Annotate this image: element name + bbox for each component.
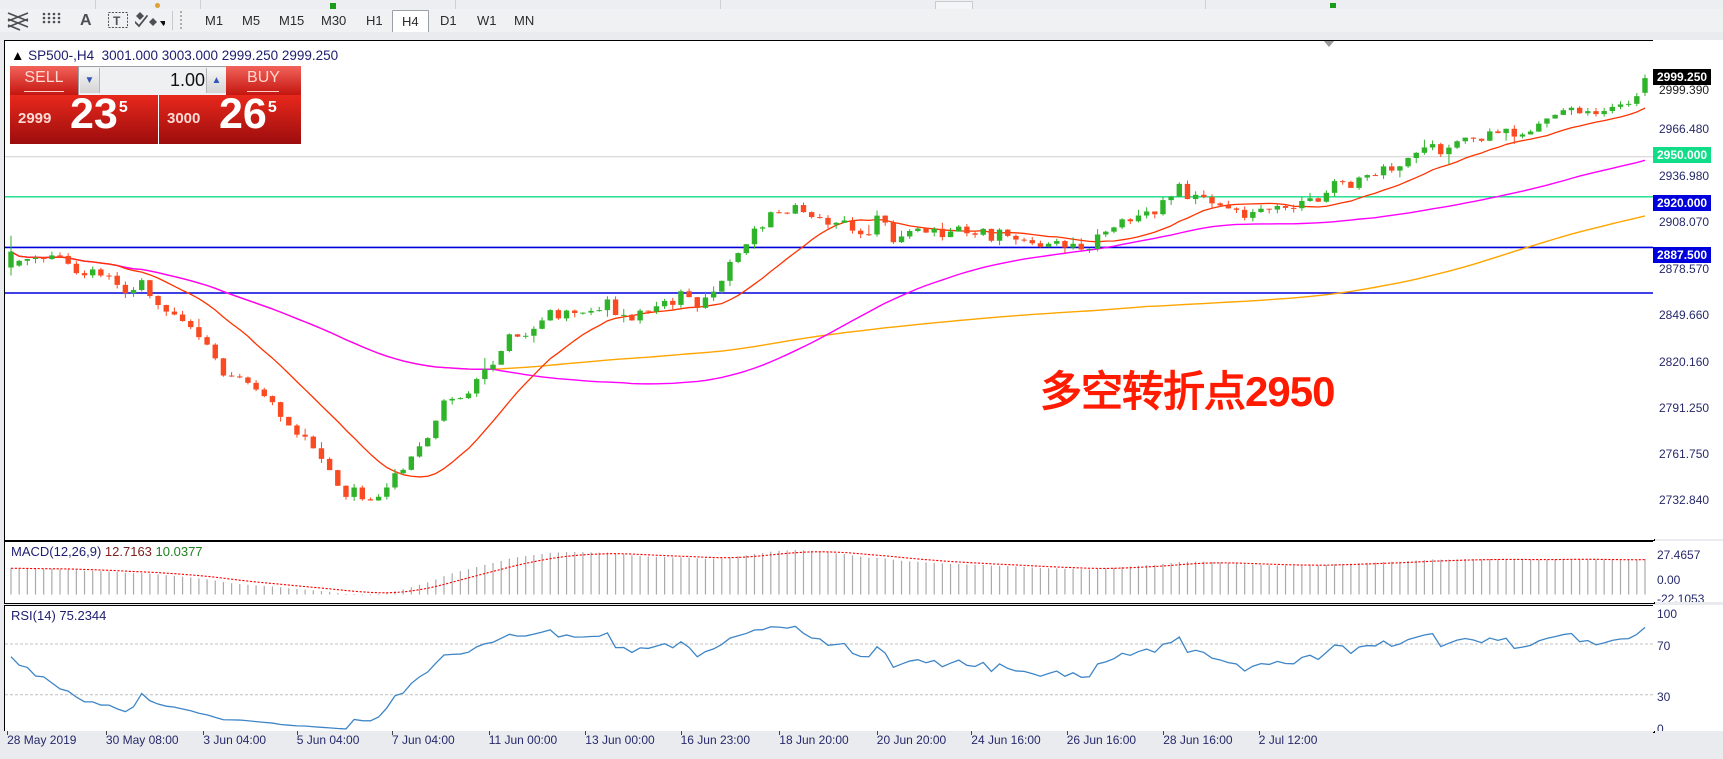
svg-text:T: T [113, 14, 121, 28]
